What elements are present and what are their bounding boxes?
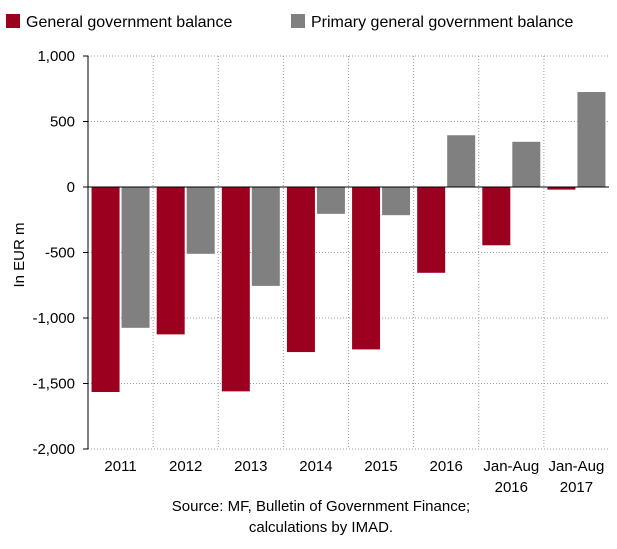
y-tick-label: -1,500 [32,376,75,393]
legend-swatch-general [6,14,20,28]
bar-primary-balance [512,141,541,187]
x-tick-label: 2017 [560,479,593,496]
bar-primary-balance [186,187,215,254]
y-tick-label: 1,000 [37,48,75,65]
source-note: Source: MF, Bulletin of Government Finan… [172,498,470,536]
y-tick-label: -500 [45,245,75,262]
y-tick-labels: 1,000 500 0 -500 -1,000 -1,500 -2,000 [32,48,75,458]
bar-general-balance [352,187,381,350]
axes [83,55,609,450]
x-tick-labels: 2011 2012 2013 2014 2015 2016 Jan-Aug 2016 Jan-A… [104,458,604,496]
bar-general-balance [482,187,511,246]
y-axis-title: In EUR m [11,222,28,287]
x-tick-label: Jan-Aug [483,458,539,475]
x-tick-label: 2011 [104,458,136,475]
bar-general-balance [221,187,250,392]
y-tick-label: 500 [50,114,75,131]
bar-primary-balance [577,92,606,187]
source-line-2: calculations by IMAD. [249,519,393,536]
bar-general-balance [286,187,315,353]
legend-label-general: General government balance [26,14,232,31]
legend-swatch-primary [291,14,305,28]
y-tick-label: -1,000 [32,310,75,327]
bar-general-balance [91,187,120,393]
bar-primary-balance [251,187,280,286]
x-tick-label: 2013 [234,458,267,475]
x-tick-label: 2016 [495,479,528,496]
x-tick-label: 2012 [169,458,202,475]
bar-primary-balance [121,187,150,328]
x-tick-label: 2016 [430,458,463,475]
bar-general-balance [156,187,185,335]
bar-primary-balance [316,187,345,214]
bars [91,92,606,393]
y-tick-label: 0 [67,179,75,196]
bar-primary-balance [447,135,476,187]
bar-primary-balance [382,187,411,216]
grid [88,55,609,450]
legend-label-primary: Primary general government balance [311,14,573,31]
y-tick-label: -2,000 [32,441,75,458]
x-tick-label: 2014 [299,458,332,475]
bar-general-balance [417,187,446,273]
legend: General government balance Primary gener… [6,14,573,31]
x-tick-label: Jan-Aug [549,458,605,475]
source-line-1: Source: MF, Bulletin of Government Finan… [172,498,470,515]
bar-general-balance [547,187,576,190]
x-tick-label: 2015 [364,458,397,475]
